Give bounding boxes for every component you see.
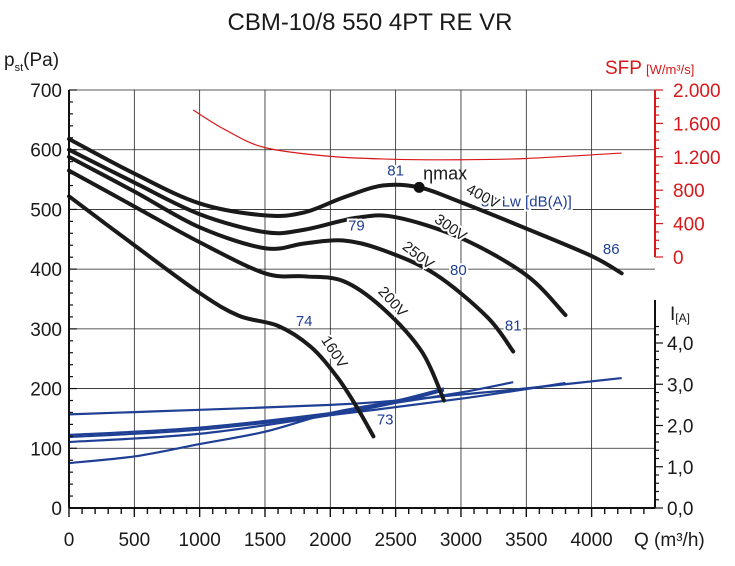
current-tick-label: 0,0 (667, 499, 693, 520)
sound-level-label: 74 (296, 313, 313, 330)
y-tick-label: 300 (30, 320, 62, 341)
sfp-tick-label: 800 (673, 181, 705, 202)
y-tick-label: 0 (51, 499, 62, 520)
x-tick-label: 1000 (179, 530, 221, 551)
x-tick-label: 3500 (505, 530, 547, 551)
sfp-tick-label: 1.600 (673, 114, 721, 135)
pressure-curve-200V (67, 168, 446, 403)
current-tick-label: 2,0 (667, 417, 693, 438)
x-tick-label: 2500 (375, 530, 417, 551)
y-tick-label: 500 (30, 200, 62, 221)
sound-level-label: 81 (505, 318, 522, 335)
current-curve (68, 381, 514, 437)
y-tick-label: 100 (30, 439, 62, 460)
curves (67, 109, 624, 465)
eta-max-label: ηmax (423, 163, 467, 183)
sfp-axis-label: SFP [W/m³/s] (605, 58, 694, 79)
voltage-label: 250V (399, 238, 437, 273)
x-axis-label: Q (m³/h) (634, 530, 705, 551)
sfp-tick-label: 0 (673, 248, 684, 269)
sound-level-label: 83 Lw [dB(A)] (481, 193, 572, 210)
sound-level-label: 80 (450, 262, 467, 279)
current-tick-label: 1,0 (667, 458, 693, 479)
y-tick-label: 200 (30, 380, 62, 401)
pressure-curve-400V (67, 136, 624, 276)
sound-level-label: 79 (348, 217, 365, 234)
x-tick-label: 2000 (309, 530, 351, 551)
voltage-label: 160V (317, 333, 350, 372)
eta-max-point (413, 181, 425, 193)
x-tick-label: 4000 (570, 530, 612, 551)
current-axis-label: I[A] (670, 304, 690, 325)
x-tick-label: 500 (118, 530, 150, 551)
sound-level-label: 86 (603, 241, 620, 258)
current-tick-label: 4,0 (667, 334, 693, 355)
current-curve (68, 387, 445, 465)
pressure-curve-160V (67, 194, 376, 439)
grid (69, 89, 655, 508)
sound-level-label: 81 (387, 162, 404, 179)
sound-level-label: 73 (377, 411, 394, 428)
x-tick-label: 3000 (440, 530, 482, 551)
pressure-curve-300V (67, 147, 568, 318)
sfp-tick-label: 2.000 (673, 81, 721, 102)
x-tick-label: 1500 (244, 530, 286, 551)
sfp-tick-label: 1.200 (673, 148, 721, 169)
sfp-curve (192, 109, 622, 161)
y-tick-label: 600 (30, 141, 62, 162)
current-tick-label: 3,0 (667, 375, 693, 396)
chart-title: CBM-10/8 550 4PT RE VR (227, 9, 512, 36)
pressure-curve-250V (67, 154, 516, 354)
y-axis-label: pst(Pa) (4, 50, 59, 74)
axes: 0 500 1000 1500 2000 2500 3000 3500 400001002003… (30, 81, 720, 551)
sfp-tick-label: 400 (673, 215, 705, 236)
y-tick-label: 400 (30, 260, 62, 281)
y-tick-label: 700 (30, 81, 62, 102)
x-tick-label: 0 (64, 530, 75, 551)
